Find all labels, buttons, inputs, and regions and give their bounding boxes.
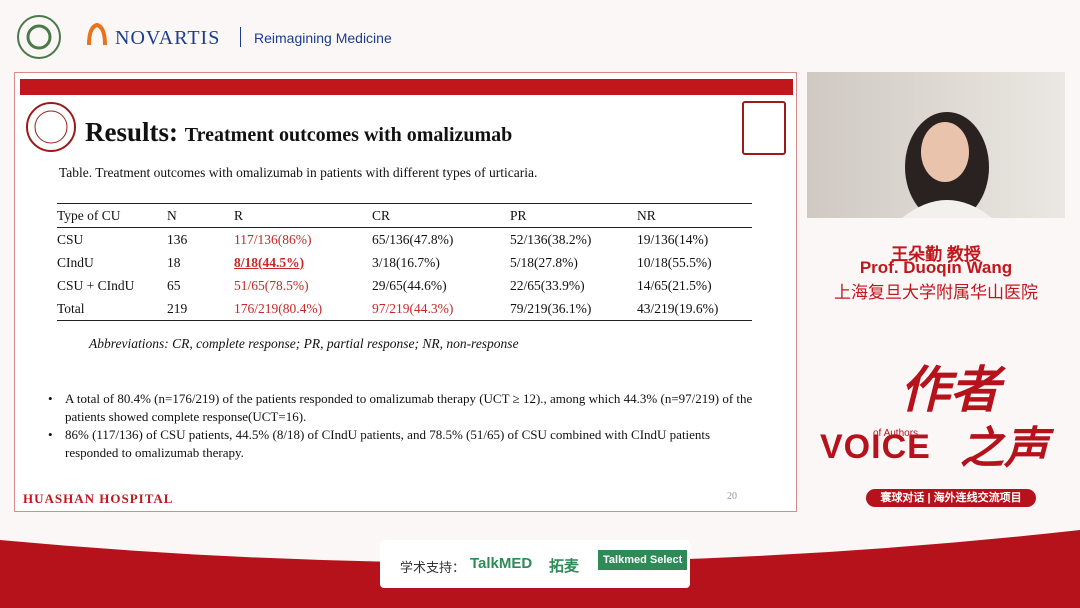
table-cell: 65/136(47.8%) <box>372 231 454 247</box>
table-cell: 19/136(14%) <box>637 231 709 247</box>
tag-a: 寰球对话 <box>880 492 925 504</box>
talkmed-select-logo: Talkmed Select <box>598 550 688 570</box>
table-cell: 5/18(27.8%) <box>510 254 578 270</box>
program-tag: 寰球对话 | 海外连线交流项目 <box>866 489 1036 507</box>
column-header: N <box>167 203 234 228</box>
table-cell: 8/18(44.5%) <box>234 254 305 270</box>
of-authors: of Authors <box>873 428 919 439</box>
sponsor-label: 学术支持： <box>400 560 466 575</box>
table-cell: 3/18(16.7%) <box>372 254 440 270</box>
column-header: CR <box>372 203 510 228</box>
table-cell: 29/65(44.6%) <box>372 277 447 293</box>
tag-b: 海外连线交流项目 <box>933 492 1022 504</box>
talkmed-logo: TalkMED <box>470 555 533 572</box>
table-cell: CSU <box>57 231 84 247</box>
table-cell: 117/136(86%) <box>234 231 312 247</box>
table-cell: CIndU <box>57 254 94 270</box>
table-cell: 97/219(44.3%) <box>372 297 510 321</box>
slide-top-bar <box>20 79 793 95</box>
column-header: Type of CU <box>57 203 167 228</box>
huashan-logo <box>742 101 786 155</box>
table-cell: 43/219(19.6%) <box>637 297 752 321</box>
program-title: 作者 <box>900 362 1000 418</box>
table-cell: 22/65(33.9%) <box>510 277 585 293</box>
voice-logo: VOICE <box>820 428 931 466</box>
table-row: CSU + CIndU 65 51/65(78.5%) 29/65(44.6%) 22/… <box>57 274 752 297</box>
bullet: 86% (117/136) of CSU patients, 44.5% (8/… <box>48 426 755 462</box>
title-main: Results: <box>85 117 178 147</box>
table-header: Type of CU N R CR PR NR <box>57 203 752 228</box>
slide-footer: HUASHAN HOSPITAL <box>23 491 174 506</box>
table-cell: CSU + CIndU <box>57 277 135 293</box>
column-header: R <box>234 203 372 228</box>
divider <box>240 27 241 47</box>
table-cell: 176/219(80.4%) <box>234 297 372 321</box>
table-row: CSU 136 117/136(86%) 65/136(47.8%) 52/136(38… <box>57 228 752 252</box>
speaker-name-en: Prof. Duoqin Wang <box>859 258 1013 277</box>
webcam-feed <box>807 72 1065 218</box>
novartis-icon <box>87 23 107 46</box>
slide-title: Results: Treatment outcomes with omalizu… <box>85 117 512 148</box>
table-cell: 136 <box>167 231 188 247</box>
abbreviations: Abbreviations: CR, complete response; PR… <box>89 336 519 351</box>
table-cell: 51/65(78.5%) <box>234 277 309 293</box>
table-cell: 219 <box>167 297 234 321</box>
speaker-name-cn: 王朵勤 教授 <box>891 245 981 264</box>
university-logo <box>17 15 61 59</box>
table-cell: 18 <box>167 254 181 270</box>
brand: NOVARTIS <box>115 27 221 49</box>
table-cell: 10/18(55.5%) <box>637 254 712 270</box>
tagline: Reimagining Medicine <box>254 30 392 46</box>
column-header: NR <box>637 203 752 228</box>
bullet: A total of 80.4% (n=176/219) of the pati… <box>48 390 755 426</box>
speaker-affiliation: 上海复旦大学附属华山医院 <box>834 283 1038 302</box>
table-cell: 52/136(38.2%) <box>510 231 592 247</box>
table-row: Total 219 176/219(80.4%) 97/219(44.3%) 79/21… <box>57 297 752 321</box>
title-sub: Treatment outcomes with omalizumab <box>184 124 513 146</box>
table-cell: Total <box>57 297 167 321</box>
column-header: PR <box>510 203 637 228</box>
tuomai-logo: 拓麦 <box>549 558 580 575</box>
table-cell: 79/219(36.1%) <box>510 297 637 321</box>
table-cell: 65 <box>167 277 181 293</box>
page-number: 20 <box>727 491 737 502</box>
outcome-table: Type of CU N R CR PR NR CSU 136 117/136(86%) 65/… <box>57 203 752 321</box>
slide: Results: Treatment outcomes with omalizu… <box>14 72 797 512</box>
table-row: CIndU 18 8/18(44.5%) 3/18(16.7%) 5/18(27.8%)… <box>57 251 752 274</box>
table-cell: 14/65(21.5%) <box>637 277 712 293</box>
program-title: 之声 <box>960 424 1048 473</box>
caption: Table. Treatment outcomes with omalizuma… <box>59 165 538 180</box>
fudan-seal <box>26 102 76 152</box>
